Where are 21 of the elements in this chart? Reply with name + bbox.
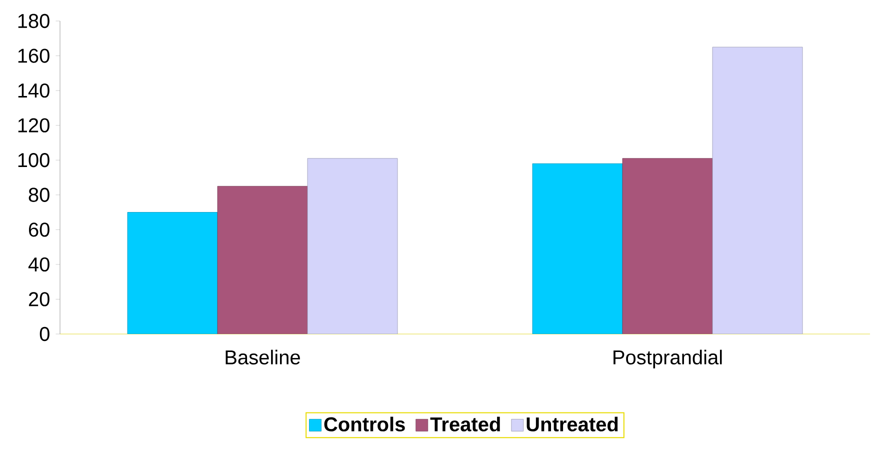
y-tick-label: 160 <box>18 48 50 63</box>
bar <box>127 212 218 334</box>
y-tick-label: 120 <box>18 118 50 132</box>
y-tick-label: 80 <box>28 188 50 202</box>
y-tick-label: 180 <box>18 14 50 28</box>
y-tick-label: 60 <box>28 222 50 237</box>
bar <box>622 158 713 334</box>
bar <box>307 158 398 334</box>
legend-label: Untreated <box>526 416 618 432</box>
y-tick-label: 20 <box>28 292 50 306</box>
legend-label: Treated <box>430 416 500 432</box>
y-tick-label: 0 <box>40 326 50 342</box>
bar <box>532 163 623 334</box>
legend-label: Controls <box>324 416 405 432</box>
y-tick-label: 100 <box>18 153 50 168</box>
x-tick-label: Baseline <box>226 350 300 364</box>
y-tick-label: 40 <box>28 257 50 272</box>
bar <box>712 46 803 334</box>
x-tick-label: Postprandial <box>614 350 722 368</box>
bar <box>217 186 308 334</box>
y-tick-label: 140 <box>18 83 50 98</box>
